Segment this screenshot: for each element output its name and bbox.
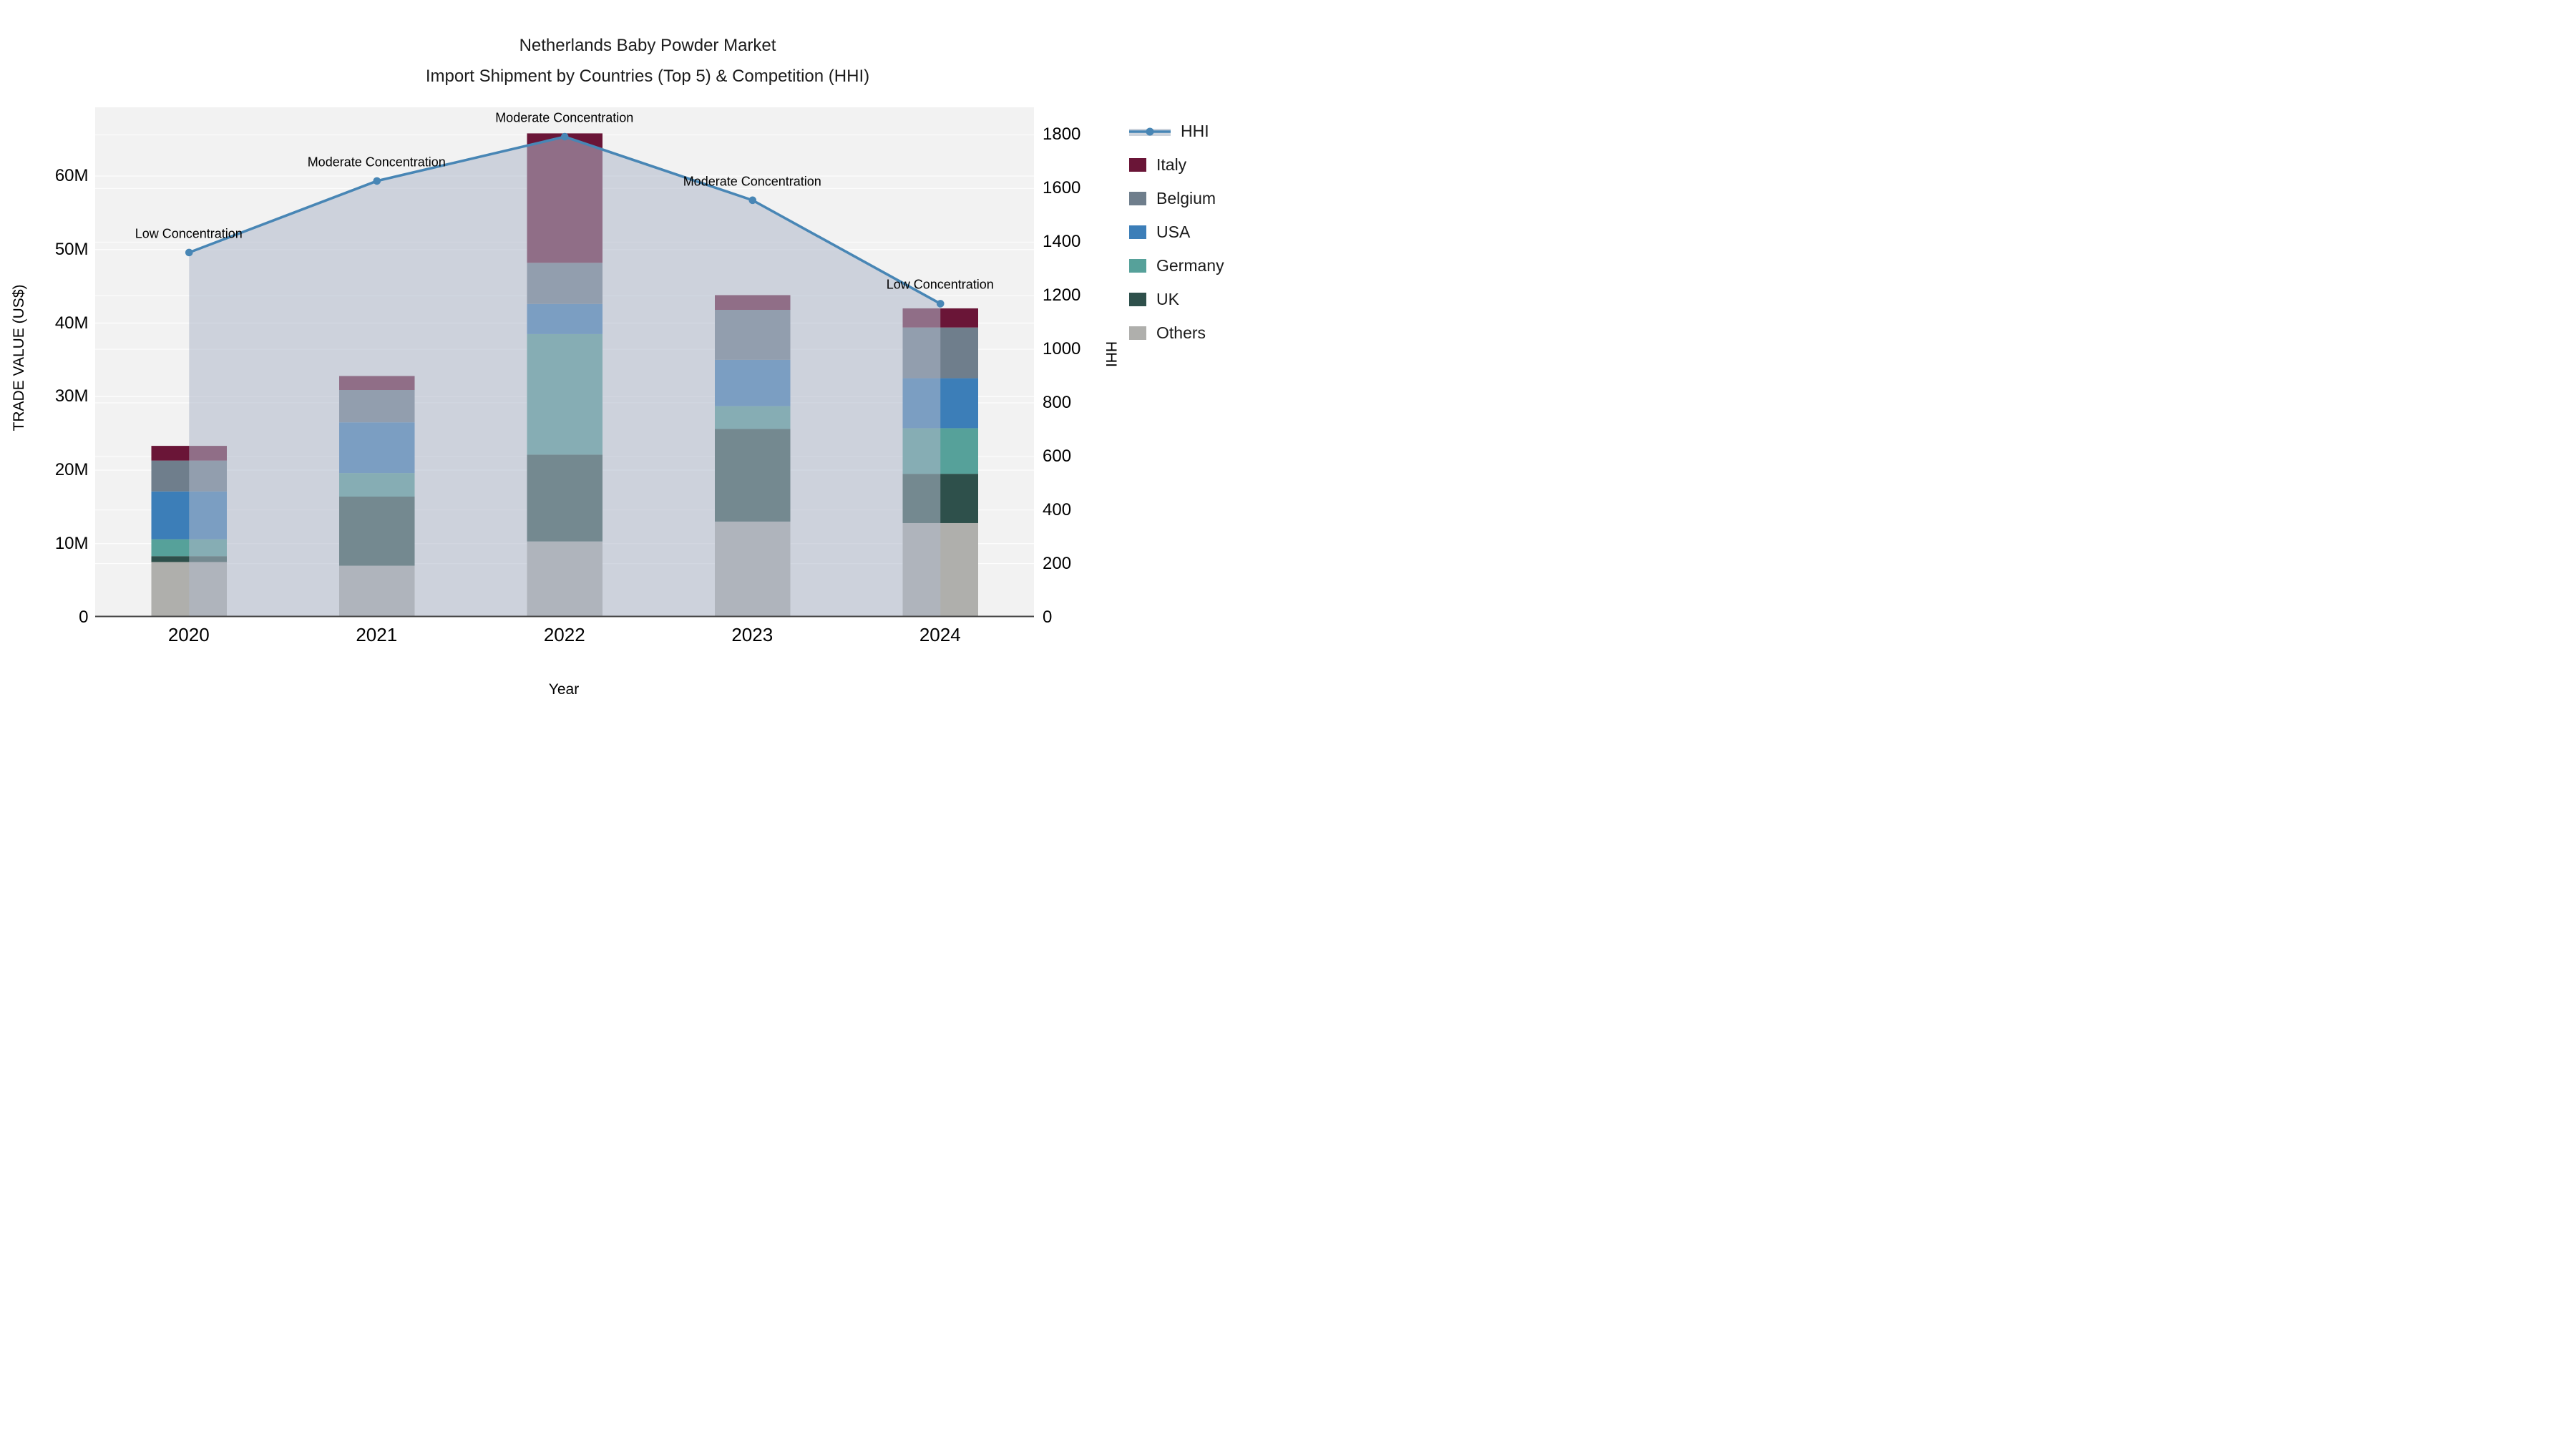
annotation-2020: Low Concentration <box>135 226 243 241</box>
figure: Netherlands Baby Powder Market Import Sh… <box>0 0 1288 725</box>
legend-label-belgium: Belgium <box>1156 189 1216 208</box>
legend-item-hhi[interactable]: HHI <box>1129 114 1224 148</box>
legend-swatch-others <box>1129 326 1146 340</box>
y-right-tick-0: 0 <box>1043 607 1053 627</box>
y-left-tick-30M: 30M <box>54 386 89 406</box>
x-tick-2021: 2021 <box>356 623 398 645</box>
legend-item-others[interactable]: Others <box>1129 316 1224 350</box>
legend-item-belgium[interactable]: Belgium <box>1129 182 1224 215</box>
hhi-marker-2024[interactable] <box>936 300 945 308</box>
chart-title-line1: Netherlands Baby Powder Market <box>519 36 776 55</box>
hhi-area-fill <box>188 137 940 618</box>
legend-label-uk: UK <box>1156 290 1179 308</box>
y-right-tick-400: 400 <box>1043 499 1072 519</box>
y-right-tick-1400: 1400 <box>1043 232 1081 252</box>
legend-item-usa[interactable]: USA <box>1129 215 1224 249</box>
annotation-2024: Low Concentration <box>886 277 994 292</box>
x-tick-2024: 2024 <box>919 623 961 645</box>
y-left-tick-20M: 20M <box>54 460 89 479</box>
hhi-marker-2020[interactable] <box>185 248 193 257</box>
x-axis-title: Year <box>548 681 580 698</box>
y-left-tick-10M: 10M <box>54 533 89 553</box>
legend-swatch-usa <box>1129 225 1146 239</box>
y-left-tick-50M: 50M <box>54 239 89 259</box>
plot-area <box>94 107 1034 618</box>
y-left-tick-40M: 40M <box>54 313 89 333</box>
x-tick-2020: 2020 <box>167 623 210 645</box>
legend-item-italy[interactable]: Italy <box>1129 148 1224 182</box>
hhi-marker-2021[interactable] <box>372 177 381 185</box>
y-right-tick-1800: 1800 <box>1043 125 1081 145</box>
legend-swatch-italy <box>1129 158 1146 172</box>
y-left-tick-60M: 60M <box>54 166 89 185</box>
y-right-tick-1600: 1600 <box>1043 178 1081 198</box>
y-right-axis-title: HHI <box>1103 341 1119 368</box>
hhi-marker-2023[interactable] <box>748 196 756 205</box>
legend-swatch-uk <box>1129 293 1146 306</box>
y-left-tick-0: 0 <box>79 607 89 627</box>
x-tick-2023: 2023 <box>731 623 774 645</box>
y-right-tick-600: 600 <box>1043 446 1072 466</box>
y-right-tick-1000: 1000 <box>1043 339 1081 359</box>
legend-item-germany[interactable]: Germany <box>1129 249 1224 283</box>
legend-swatch-belgium <box>1129 192 1146 205</box>
legend-label-others: Others <box>1156 323 1206 342</box>
annotation-2023: Moderate Concentration <box>683 174 821 189</box>
legend-label-usa: USA <box>1156 223 1191 241</box>
legend-label-italy: Italy <box>1156 155 1187 174</box>
annotation-2021: Moderate Concentration <box>307 155 446 170</box>
hhi-line-swatch <box>1129 127 1171 136</box>
chart-title-line2: Import Shipment by Countries (Top 5) & C… <box>425 67 870 86</box>
y-right-tick-1200: 1200 <box>1043 286 1081 306</box>
hhi-marker-2022[interactable] <box>560 132 569 141</box>
y-right-tick-200: 200 <box>1043 553 1072 573</box>
annotation-2022: Moderate Concentration <box>495 110 634 125</box>
legend-label-hhi: HHI <box>1181 122 1209 140</box>
y-right-tick-800: 800 <box>1043 392 1072 412</box>
chart-canvas <box>94 132 1034 618</box>
x-tick-2022: 2022 <box>543 623 585 645</box>
y-left-axis-title: TRADE VALUE (US$) <box>11 284 27 431</box>
legend-item-uk[interactable]: UK <box>1129 283 1224 316</box>
legend: HHI Italy Belgium USA Germany UK Others <box>1129 114 1224 350</box>
legend-swatch-germany <box>1129 259 1146 273</box>
legend-label-germany: Germany <box>1156 256 1224 275</box>
